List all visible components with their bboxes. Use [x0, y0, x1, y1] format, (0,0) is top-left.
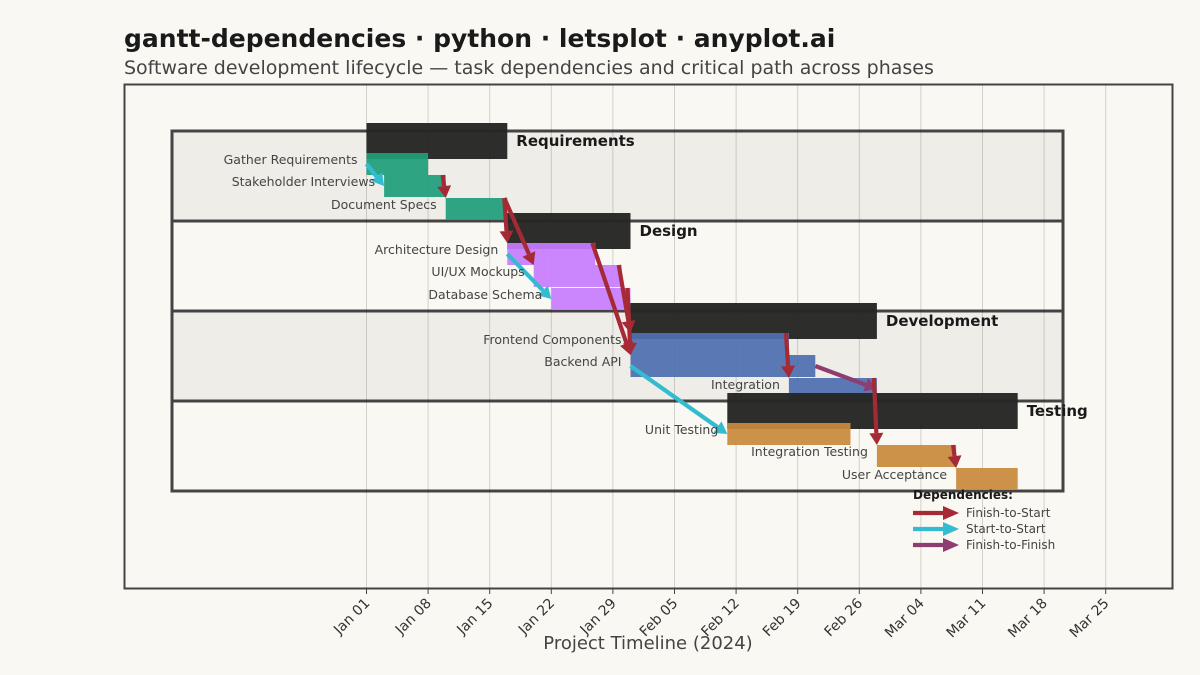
dependency-architecture-design-to-backend-api-shaft	[590, 242, 629, 345]
task-label-stakeholder-interviews: Stakeholder Interviews	[232, 174, 375, 189]
dependency-database-schema-to-backend-api-head	[622, 342, 637, 355]
x-tick-label-mar-11: Mar 11	[944, 596, 990, 642]
x-tick-label-jan-01: Jan 01	[330, 596, 373, 639]
dependency-frontend-components-to-integration	[781, 332, 796, 378]
task-label-frontend-components: Frontend Components	[483, 332, 621, 347]
dependency-gather-requirements-to-stakeholder-interviews-head	[371, 172, 385, 186]
dependency-frontend-components-to-integration-head	[781, 365, 796, 378]
phase-label-requirements: Requirements	[516, 132, 635, 150]
dependency-architecture-design-to-database-schema-head	[537, 285, 552, 299]
task-bar-ui-ux-mockups	[533, 265, 622, 287]
task-label-unit-testing: Unit Testing	[645, 422, 718, 437]
chart-subtitle: Software development lifecycle — task de…	[124, 57, 934, 79]
dependency-database-schema-to-backend-api	[622, 287, 637, 355]
legend-label-finish-to-start: Finish-to-Start	[966, 506, 1051, 520]
dependency-backend-api-to-unit-testing	[629, 364, 728, 434]
x-tick-label-feb-19: Feb 19	[760, 596, 805, 641]
x-tick-label-jan-15: Jan 15	[453, 596, 496, 639]
legend-entry-start-to-start: Start-to-Start	[913, 522, 1046, 536]
dependency-integration-to-integration-testing-shaft	[871, 377, 879, 434]
task-bar-unit-testing	[727, 423, 851, 445]
x-tick-label-feb-26: Feb 26	[822, 595, 867, 640]
task-bar-document-specs	[445, 198, 508, 220]
task-bar-frontend-components	[630, 333, 789, 355]
dependency-stakeholder-interviews-to-document-specs	[437, 174, 452, 198]
dependency-gather-requirements-to-stakeholder-interviews-shaft	[364, 162, 379, 178]
dependency-backend-api-to-unit-testing-shaft	[629, 364, 719, 429]
dependency-architecture-design-to-database-schema-shaft	[505, 252, 545, 292]
phase-band-development	[170, 309, 1065, 403]
dependency-backend-api-to-unit-testing-head	[713, 421, 728, 434]
x-tick-label-mar-18: Mar 18	[1005, 596, 1051, 642]
dependency-arrows	[364, 162, 962, 468]
plot-frame	[123, 83, 1174, 590]
labels-layer: Requirements Gather Requirements Stakehold…	[224, 132, 1088, 482]
dependency-document-specs-to-ui-ux-mockups-shaft	[502, 197, 531, 255]
task-bar-stakeholder-interviews	[384, 175, 446, 197]
task-label-ui-ux-mockups: UI/UX Mockups	[431, 264, 524, 279]
phase-label-testing: Testing	[1027, 402, 1088, 420]
task-bar-gather-requirements	[366, 153, 429, 175]
dependency-frontend-components-to-integration-shaft	[783, 332, 791, 367]
bars-layer	[366, 123, 1018, 490]
legend: Dependencies: Finish-to-Start Start-to-Sta…	[913, 488, 1055, 552]
dependency-stakeholder-interviews-to-document-specs-shaft	[440, 174, 447, 187]
chart-title: gantt-dependencies · python · letsplot ·…	[124, 24, 836, 53]
dependency-integration-testing-to-user-acceptance	[947, 444, 962, 468]
task-label-gather-requirements: Gather Requirements	[224, 152, 358, 167]
dependency-database-schema-to-backend-api-shaft	[625, 287, 633, 344]
task-label-backend-api: Backend API	[544, 354, 621, 369]
legend-swatch-start-to-start-head	[943, 522, 959, 536]
task-bar-database-schema	[551, 288, 631, 310]
dependency-document-specs-to-ui-ux-mockups	[502, 197, 536, 265]
dependency-document-specs-to-architecture-design-head	[499, 230, 514, 243]
dependency-integration-testing-to-user-acceptance-shaft	[951, 444, 957, 457]
dependency-stakeholder-interviews-to-document-specs-head	[437, 185, 452, 198]
task-label-database-schema: Database Schema	[428, 287, 542, 302]
task-label-integration-testing: Integration Testing	[751, 444, 868, 459]
task-label-user-acceptance: User Acceptance	[842, 467, 948, 482]
dependency-backend-api-to-integration-shaft	[814, 364, 867, 387]
legend-label-finish-to-finish: Finish-to-Finish	[966, 538, 1055, 552]
dependency-document-specs-to-ui-ux-mockups-head	[522, 251, 536, 265]
dependency-gather-requirements-to-stakeholder-interviews	[364, 162, 385, 186]
x-axis-label: Project Timeline (2024)	[543, 633, 752, 654]
dependency-integration-to-integration-testing-head	[869, 432, 884, 445]
legend-entry-finish-to-start: Finish-to-Start	[913, 506, 1051, 520]
task-label-document-specs: Document Specs	[331, 197, 437, 212]
legend-swatch-finish-to-start-head	[943, 506, 959, 520]
x-tick-label-mar-25: Mar 25	[1067, 596, 1113, 642]
x-tick-label-mar-04: Mar 04	[882, 595, 928, 641]
phase-label-design: Design	[640, 222, 698, 240]
task-label-architecture-design: Architecture Design	[375, 242, 499, 257]
legend-title: Dependencies:	[913, 488, 1013, 502]
legend-entry-finish-to-finish: Finish-to-Finish	[913, 538, 1055, 552]
phase-label-development: Development	[886, 312, 998, 330]
task-bar-user-acceptance	[956, 468, 1018, 490]
task-label-integration: Integration	[711, 377, 780, 392]
dependency-architecture-design-to-database-schema	[505, 252, 552, 299]
task-bar-integration-testing	[876, 445, 957, 467]
task-bar-architecture-design	[507, 243, 596, 265]
x-tick-label-jan-08: Jan 08	[392, 596, 435, 639]
legend-label-start-to-start: Start-to-Start	[966, 522, 1046, 536]
dependency-integration-to-integration-testing	[869, 377, 884, 445]
task-bar-backend-api	[630, 355, 816, 377]
legend-swatch-finish-to-finish-head	[943, 538, 959, 552]
dependency-integration-testing-to-user-acceptance-head	[947, 455, 962, 468]
